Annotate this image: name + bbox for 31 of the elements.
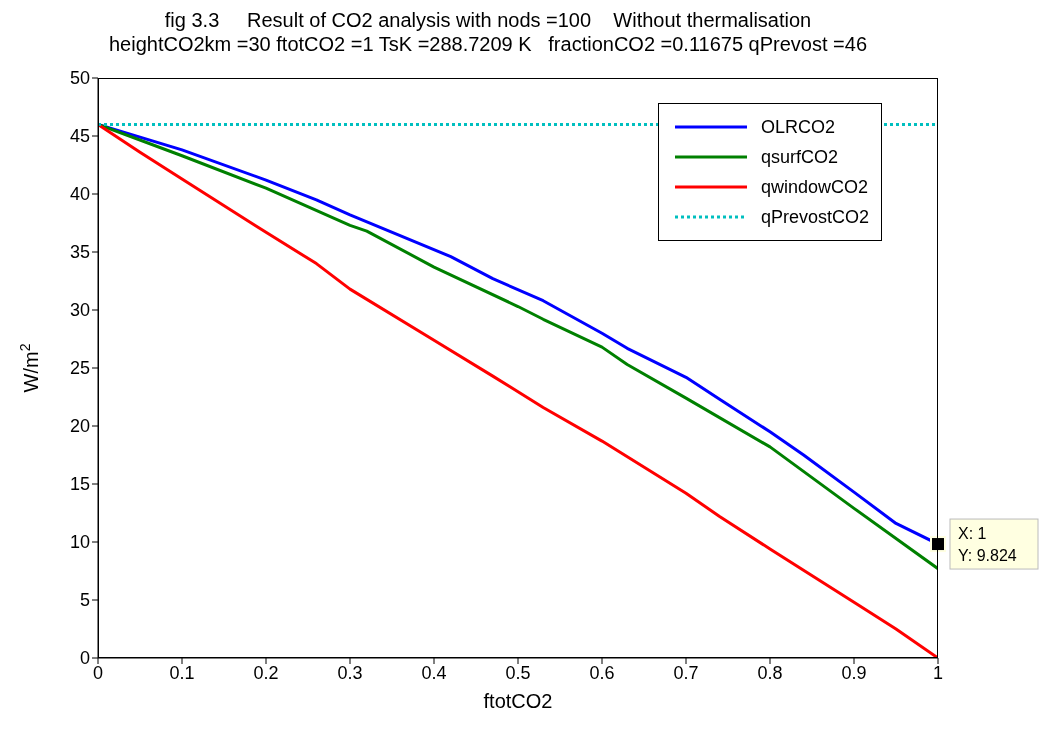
y-tick-label: 35 — [69, 242, 90, 263]
legend-label: qwindowCO2 — [761, 176, 869, 198]
x-tick-label: 0.3 — [337, 662, 363, 683]
x-tick-label: 1 — [932, 662, 944, 683]
chart-subtitle: heightCO2km =30 ftotCO2 =1 TsK =288.7209 K fractionCO2 =0.11675 qPrevost =46 — [107, 32, 869, 56]
x-tick-label: 0.2 — [253, 662, 279, 683]
x-tick-label: 0 — [92, 662, 104, 683]
x-tick-label: 0.1 — [169, 662, 195, 683]
y-tick-label: 30 — [69, 300, 90, 321]
y-tick-label: 40 — [69, 184, 90, 205]
y-tick-label: 15 — [69, 474, 90, 495]
y-tick-label: 45 — [69, 126, 90, 147]
x-tick-label: 0.9 — [841, 662, 867, 683]
chart-title: fig 3.3 Result of CO2 analysis with nods =100 Without thermalisation — [163, 8, 813, 32]
datatip: X: 1 Y: 9.824 — [930, 518, 1039, 570]
x-tick-label: 0.7 — [673, 662, 699, 683]
y-tick-label: 10 — [69, 532, 90, 553]
x-tick-label: 0.6 — [589, 662, 615, 683]
annotation: X: 1 Y: 9.824 — [958, 525, 1017, 565]
y-tick-label: 20 — [69, 416, 90, 437]
y-tick-label: 25 — [69, 358, 90, 379]
x-tick-label: 0.5 — [505, 662, 531, 683]
y-tick-label: 5 — [79, 590, 90, 611]
x-axis-title: ftotCO2 — [483, 690, 553, 712]
y-tick-label: 0 — [79, 648, 90, 669]
legend-label: OLRCO2 — [761, 116, 836, 138]
legend-label: qPrevostCO2 — [761, 206, 870, 228]
legend-label: qsurfCO2 — [761, 146, 839, 168]
x-tick-label: 0.8 — [757, 662, 783, 683]
x-tick-label: 0.4 — [421, 662, 447, 683]
y-tick-label: 50 — [69, 68, 90, 89]
